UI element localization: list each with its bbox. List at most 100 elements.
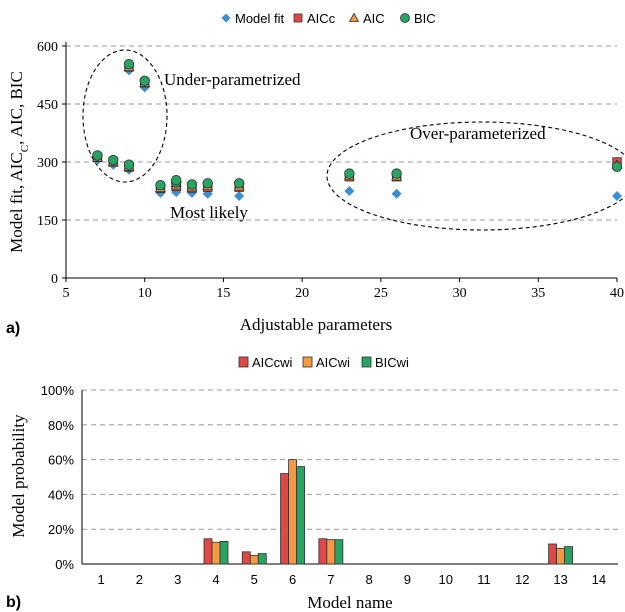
y-tick-label-100-: 100% bbox=[41, 383, 75, 398]
bar-bicwi-model-4 bbox=[219, 540, 229, 565]
x-tick-label-5: 5 bbox=[251, 572, 258, 587]
y-axis-title-rest: , AIC, BIC bbox=[7, 71, 26, 145]
bar-bicwi-model-6 bbox=[296, 466, 305, 565]
x-tick-label-3: 3 bbox=[174, 572, 181, 587]
panel-a-label: a) bbox=[6, 320, 20, 337]
panel-b-y-axis-title: Model probability bbox=[9, 414, 28, 538]
point-model-fit-14 bbox=[612, 191, 622, 202]
y-axis-title-main: Model fit, AIC bbox=[7, 152, 26, 253]
x-tick-label-2: 2 bbox=[136, 572, 143, 587]
point-bic-9 bbox=[186, 179, 198, 190]
x-tick-label-9: 9 bbox=[404, 572, 411, 587]
annotation-under-parametrized: Under-parametrized bbox=[164, 70, 301, 89]
x-tick-label-8: 8 bbox=[366, 572, 373, 587]
x-tick-label-35: 35 bbox=[531, 286, 545, 301]
panel-a-axes: 0 150 300 450 600 5 10 15 20 25 30 35 40 bbox=[37, 40, 624, 301]
bar-aicwi-model-13 bbox=[556, 547, 565, 565]
panel-a-y-axis-title: Model fit, AICC, AIC, BIC bbox=[7, 71, 31, 253]
y-tick-label-450: 450 bbox=[37, 98, 58, 113]
legend-label-aicwi: AICwi bbox=[316, 355, 350, 370]
point-bic-4 bbox=[123, 58, 135, 70]
x-tick-label-10: 10 bbox=[138, 286, 152, 301]
point-model-fit-11 bbox=[234, 191, 245, 202]
panel-a-gridlines bbox=[66, 45, 617, 221]
y-axis-title-subscript: C bbox=[19, 145, 31, 152]
y-tick-label-300: 300 bbox=[37, 156, 58, 171]
bar-aicwi-model-5 bbox=[249, 554, 259, 565]
x-tick-label-7: 7 bbox=[327, 572, 334, 587]
legend-marker-model-fit bbox=[221, 13, 231, 23]
point-bic-13 bbox=[391, 168, 402, 179]
bar-bicwi-model-5 bbox=[257, 553, 267, 565]
x-tick-label-11: 11 bbox=[477, 572, 491, 587]
panel-a-x-axis-title: Adjustable parameters bbox=[240, 315, 392, 334]
point-bic-14 bbox=[611, 161, 623, 172]
panel-b-x-axis-title: Model name bbox=[307, 593, 392, 612]
legend-label-aicc: AICc bbox=[307, 11, 336, 26]
panel-a-data-points bbox=[92, 58, 623, 202]
point-bic-3 bbox=[123, 159, 135, 170]
legend-swatch-bicwi bbox=[361, 356, 372, 368]
x-tick-label-10: 10 bbox=[438, 572, 452, 587]
x-tick-label-1: 1 bbox=[98, 572, 105, 587]
point-bic-1 bbox=[92, 150, 103, 161]
panel-b-label: b) bbox=[6, 594, 21, 611]
x-tick-label-14: 14 bbox=[592, 572, 606, 587]
panel-b-bars bbox=[203, 459, 573, 565]
legend-label-bic: BIC bbox=[414, 11, 436, 26]
legend-marker-bic bbox=[400, 13, 410, 23]
point-model-fit-12 bbox=[344, 186, 355, 196]
x-tick-label-6: 6 bbox=[289, 572, 296, 587]
y-tick-label-20-: 20% bbox=[48, 522, 74, 537]
panel-b-axes: 0%20%40%60%80%100%1 2 3 4 5 6 7 8 9 10 11 12 13 14 bbox=[41, 383, 618, 587]
x-tick-label-30: 30 bbox=[453, 286, 467, 301]
y-tick-label-600: 600 bbox=[37, 40, 58, 55]
x-tick-label-15: 15 bbox=[216, 286, 230, 301]
panel-b-bar-chart: 0%20%40%60%80%100%1 2 3 4 5 6 7 8 9 10 11 12 13 14 AI… bbox=[6, 355, 618, 612]
y-tick-label-0-: 0% bbox=[55, 557, 74, 572]
point-bic-8 bbox=[170, 174, 182, 186]
bar-aicwi-model-7 bbox=[326, 539, 336, 565]
legend-label-model-fit: Model fit bbox=[235, 11, 285, 26]
legend-label-bicwi: BICwi bbox=[375, 355, 409, 370]
y-tick-label-0: 0 bbox=[51, 272, 58, 287]
panel-a-annotation-ellipses bbox=[82, 49, 625, 231]
point-bic-11 bbox=[233, 178, 245, 189]
legend-label-aic: AIC bbox=[363, 11, 385, 26]
y-tick-label-150: 150 bbox=[37, 214, 58, 229]
x-tick-label-5: 5 bbox=[63, 286, 70, 301]
point-model-fit-13 bbox=[391, 188, 402, 199]
y-tick-label-60-: 60% bbox=[48, 453, 74, 468]
bar-bicwi-model-13 bbox=[564, 546, 573, 565]
bar-aiccwi-model-13 bbox=[548, 543, 557, 565]
y-tick-label-80-: 80% bbox=[48, 418, 74, 433]
x-tick-label-20: 20 bbox=[295, 286, 309, 301]
panel-a-scatter-chart: 0 150 300 450 600 5 10 15 20 25 30 35 40 Model fit AI… bbox=[6, 11, 625, 337]
point-bic-10 bbox=[202, 178, 213, 189]
legend-label-aiccwi: AICcwi bbox=[252, 355, 293, 370]
panel-b-gridlines bbox=[82, 389, 618, 530]
panel-b-legend: AICcwi AICwi BICwi bbox=[238, 355, 409, 370]
point-bic-5 bbox=[139, 75, 150, 87]
point-bic-12 bbox=[344, 168, 355, 179]
bar-aiccwi-model-4 bbox=[203, 538, 213, 565]
point-bic-2 bbox=[108, 154, 119, 166]
annotation-over-parameterized: Over-parameterized bbox=[410, 124, 546, 143]
panel-a-legend: Model fit AICc AIC BIC bbox=[221, 11, 436, 26]
legend-marker-aicc bbox=[293, 13, 303, 23]
bar-aiccwi-model-6 bbox=[280, 473, 289, 565]
x-tick-label-4: 4 bbox=[212, 572, 219, 587]
x-tick-label-25: 25 bbox=[374, 286, 388, 301]
legend-swatch-aicwi bbox=[302, 356, 313, 368]
legend-swatch-aiccwi bbox=[238, 356, 249, 368]
ellipse-over-parameterized bbox=[326, 121, 625, 231]
x-tick-label-13: 13 bbox=[553, 572, 567, 587]
x-tick-label-40: 40 bbox=[610, 286, 624, 301]
bar-bicwi-model-7 bbox=[334, 539, 344, 565]
legend-marker-aic bbox=[348, 12, 360, 22]
point-bic-6 bbox=[155, 179, 166, 191]
y-tick-label-40-: 40% bbox=[48, 487, 74, 502]
bar-aicwi-model-4 bbox=[211, 541, 221, 565]
annotation-most-likely: Most likely bbox=[170, 203, 248, 222]
